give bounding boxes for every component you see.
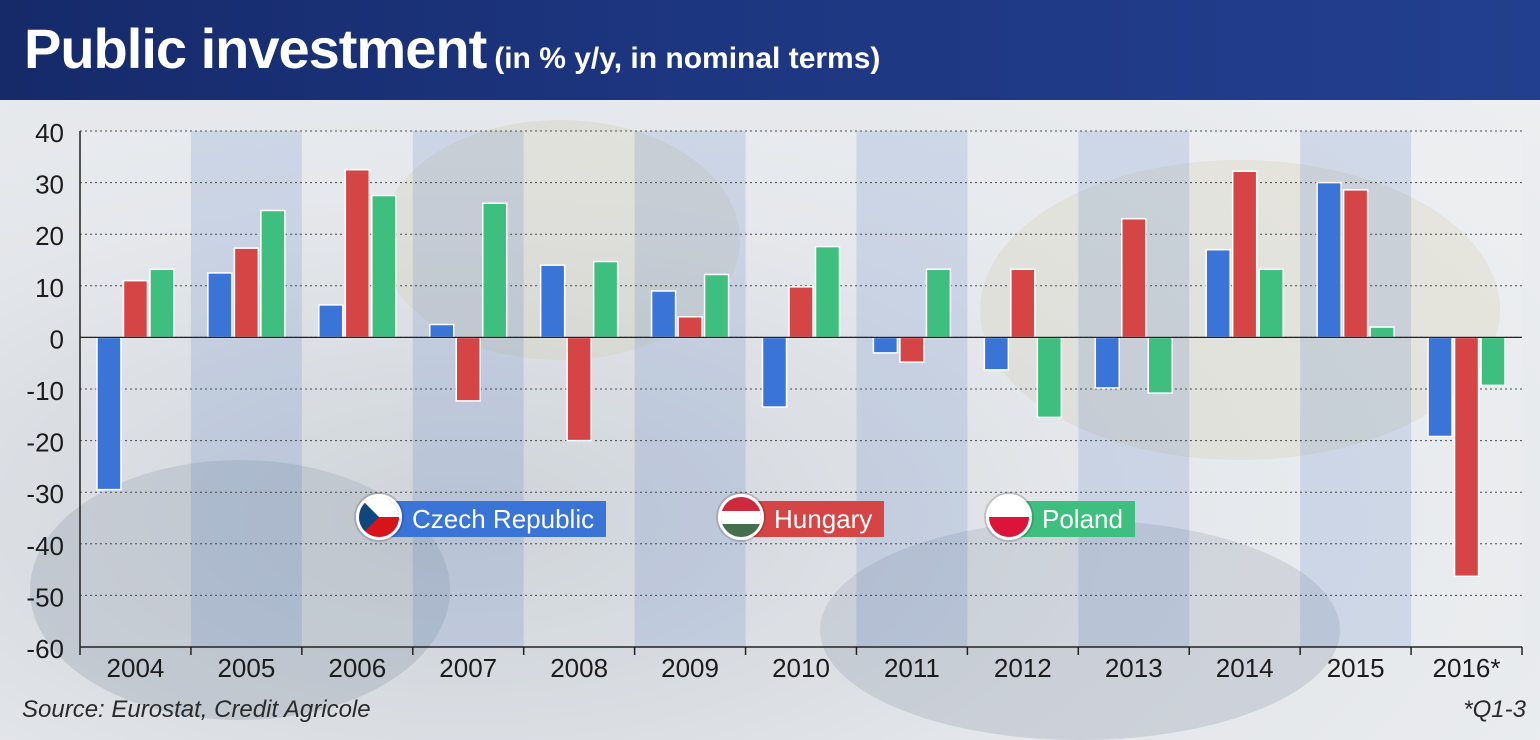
y-tick-label: 40 [35,118,64,148]
y-tick-label: -50 [26,582,64,612]
footnote: *Q1-3 [1463,696,1526,723]
bar [761,336,788,408]
bar [1369,326,1395,339]
y-tick-label: -30 [26,479,64,509]
y-tick-label: -40 [26,531,64,561]
bar [455,336,481,402]
bar [1147,336,1174,394]
bar [149,268,175,339]
bar [481,202,508,339]
bar [122,279,149,339]
bar [650,290,677,339]
x-tick-label: 2016* [1433,653,1501,683]
bar [539,264,566,339]
bar [1453,336,1480,578]
bar [703,273,730,339]
title-subtitle: (in % y/y, in nominal terms) [494,42,881,75]
bar [1342,189,1369,339]
bar [788,286,814,339]
bar [207,272,233,339]
y-tick-label: 0 [50,324,64,354]
bar [1258,268,1284,339]
bar [1480,336,1506,387]
bar [344,168,371,339]
czech-flag-icon [356,494,402,540]
x-tick-label: 2008 [550,653,608,683]
x-tick-label: 2004 [107,653,165,683]
bar [566,336,592,442]
bar [96,336,122,491]
x-tick-label: 2010 [772,653,830,683]
bar [1094,336,1121,389]
source-note: Source: Eurostat, Credit Agricole [22,696,371,723]
y-tick-label: -20 [26,428,64,458]
poland-flag-icon [986,494,1032,540]
x-tick-label: 2009 [661,653,719,683]
bar [318,304,344,339]
y-tick-label: 20 [35,221,64,251]
y-tick-label: -60 [26,634,64,664]
bar [1036,336,1063,419]
bar [872,336,899,354]
x-tick-label: 2007 [439,653,497,683]
bar [1231,170,1258,339]
bar [1205,248,1231,339]
bar [371,194,397,339]
bar [899,336,925,363]
bar [925,268,952,339]
y-tick-label: 30 [35,170,64,200]
legend-label: Poland [1012,501,1135,537]
bar [1010,268,1036,339]
header-banner: Public investment (in % y/y, in nominal t… [0,0,1540,100]
title-main: Public investment [24,17,487,80]
bar [814,245,841,339]
x-tick-label: 2006 [328,653,386,683]
chart-title: Public investment (in % y/y, in nominal t… [24,16,880,81]
bar [428,323,455,339]
y-tick-label: -10 [26,376,64,406]
y-tick-label: 10 [35,273,64,303]
bar [1316,181,1342,339]
bar [1121,217,1147,339]
bar [233,247,260,339]
x-tick-label: 2013 [1105,653,1163,683]
x-tick-label: 2014 [1216,653,1274,683]
bar [260,209,286,339]
x-tick-label: 2005 [217,653,275,683]
x-tick-label: 2012 [994,653,1052,683]
legend-label: Czech Republic [382,501,607,537]
bar [1427,336,1453,438]
bar [592,260,619,339]
legend-label: Hungary [744,501,885,537]
x-tick-label: 2011 [884,653,940,683]
bar [983,336,1010,371]
bar [677,316,703,339]
x-tick-label: 2015 [1327,653,1385,683]
hungary-flag-icon [718,494,764,540]
